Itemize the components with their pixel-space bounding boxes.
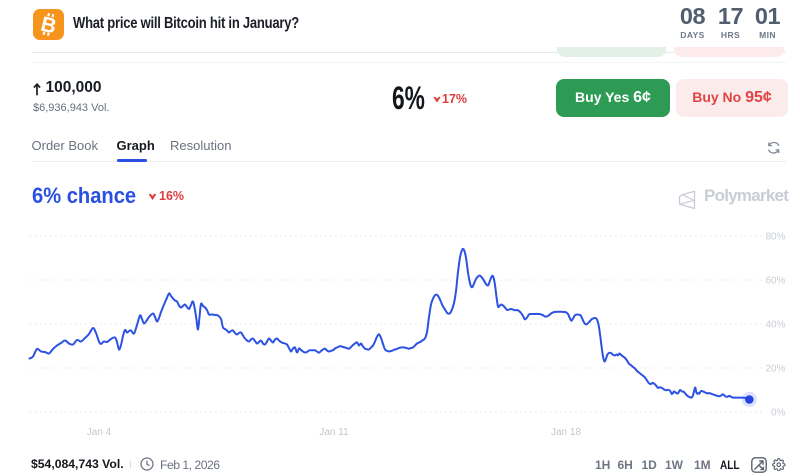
svg-text:60%: 60% [765,275,785,286]
svg-text:Jan 18: Jan 18 [551,427,581,438]
svg-text:40%: 40% [765,319,785,330]
svg-text:0%: 0% [771,407,786,418]
svg-text:80%: 80% [765,231,785,242]
svg-text:Jan 11: Jan 11 [319,427,349,438]
svg-text:20%: 20% [765,363,785,374]
svg-text:Jan 4: Jan 4 [87,427,112,438]
